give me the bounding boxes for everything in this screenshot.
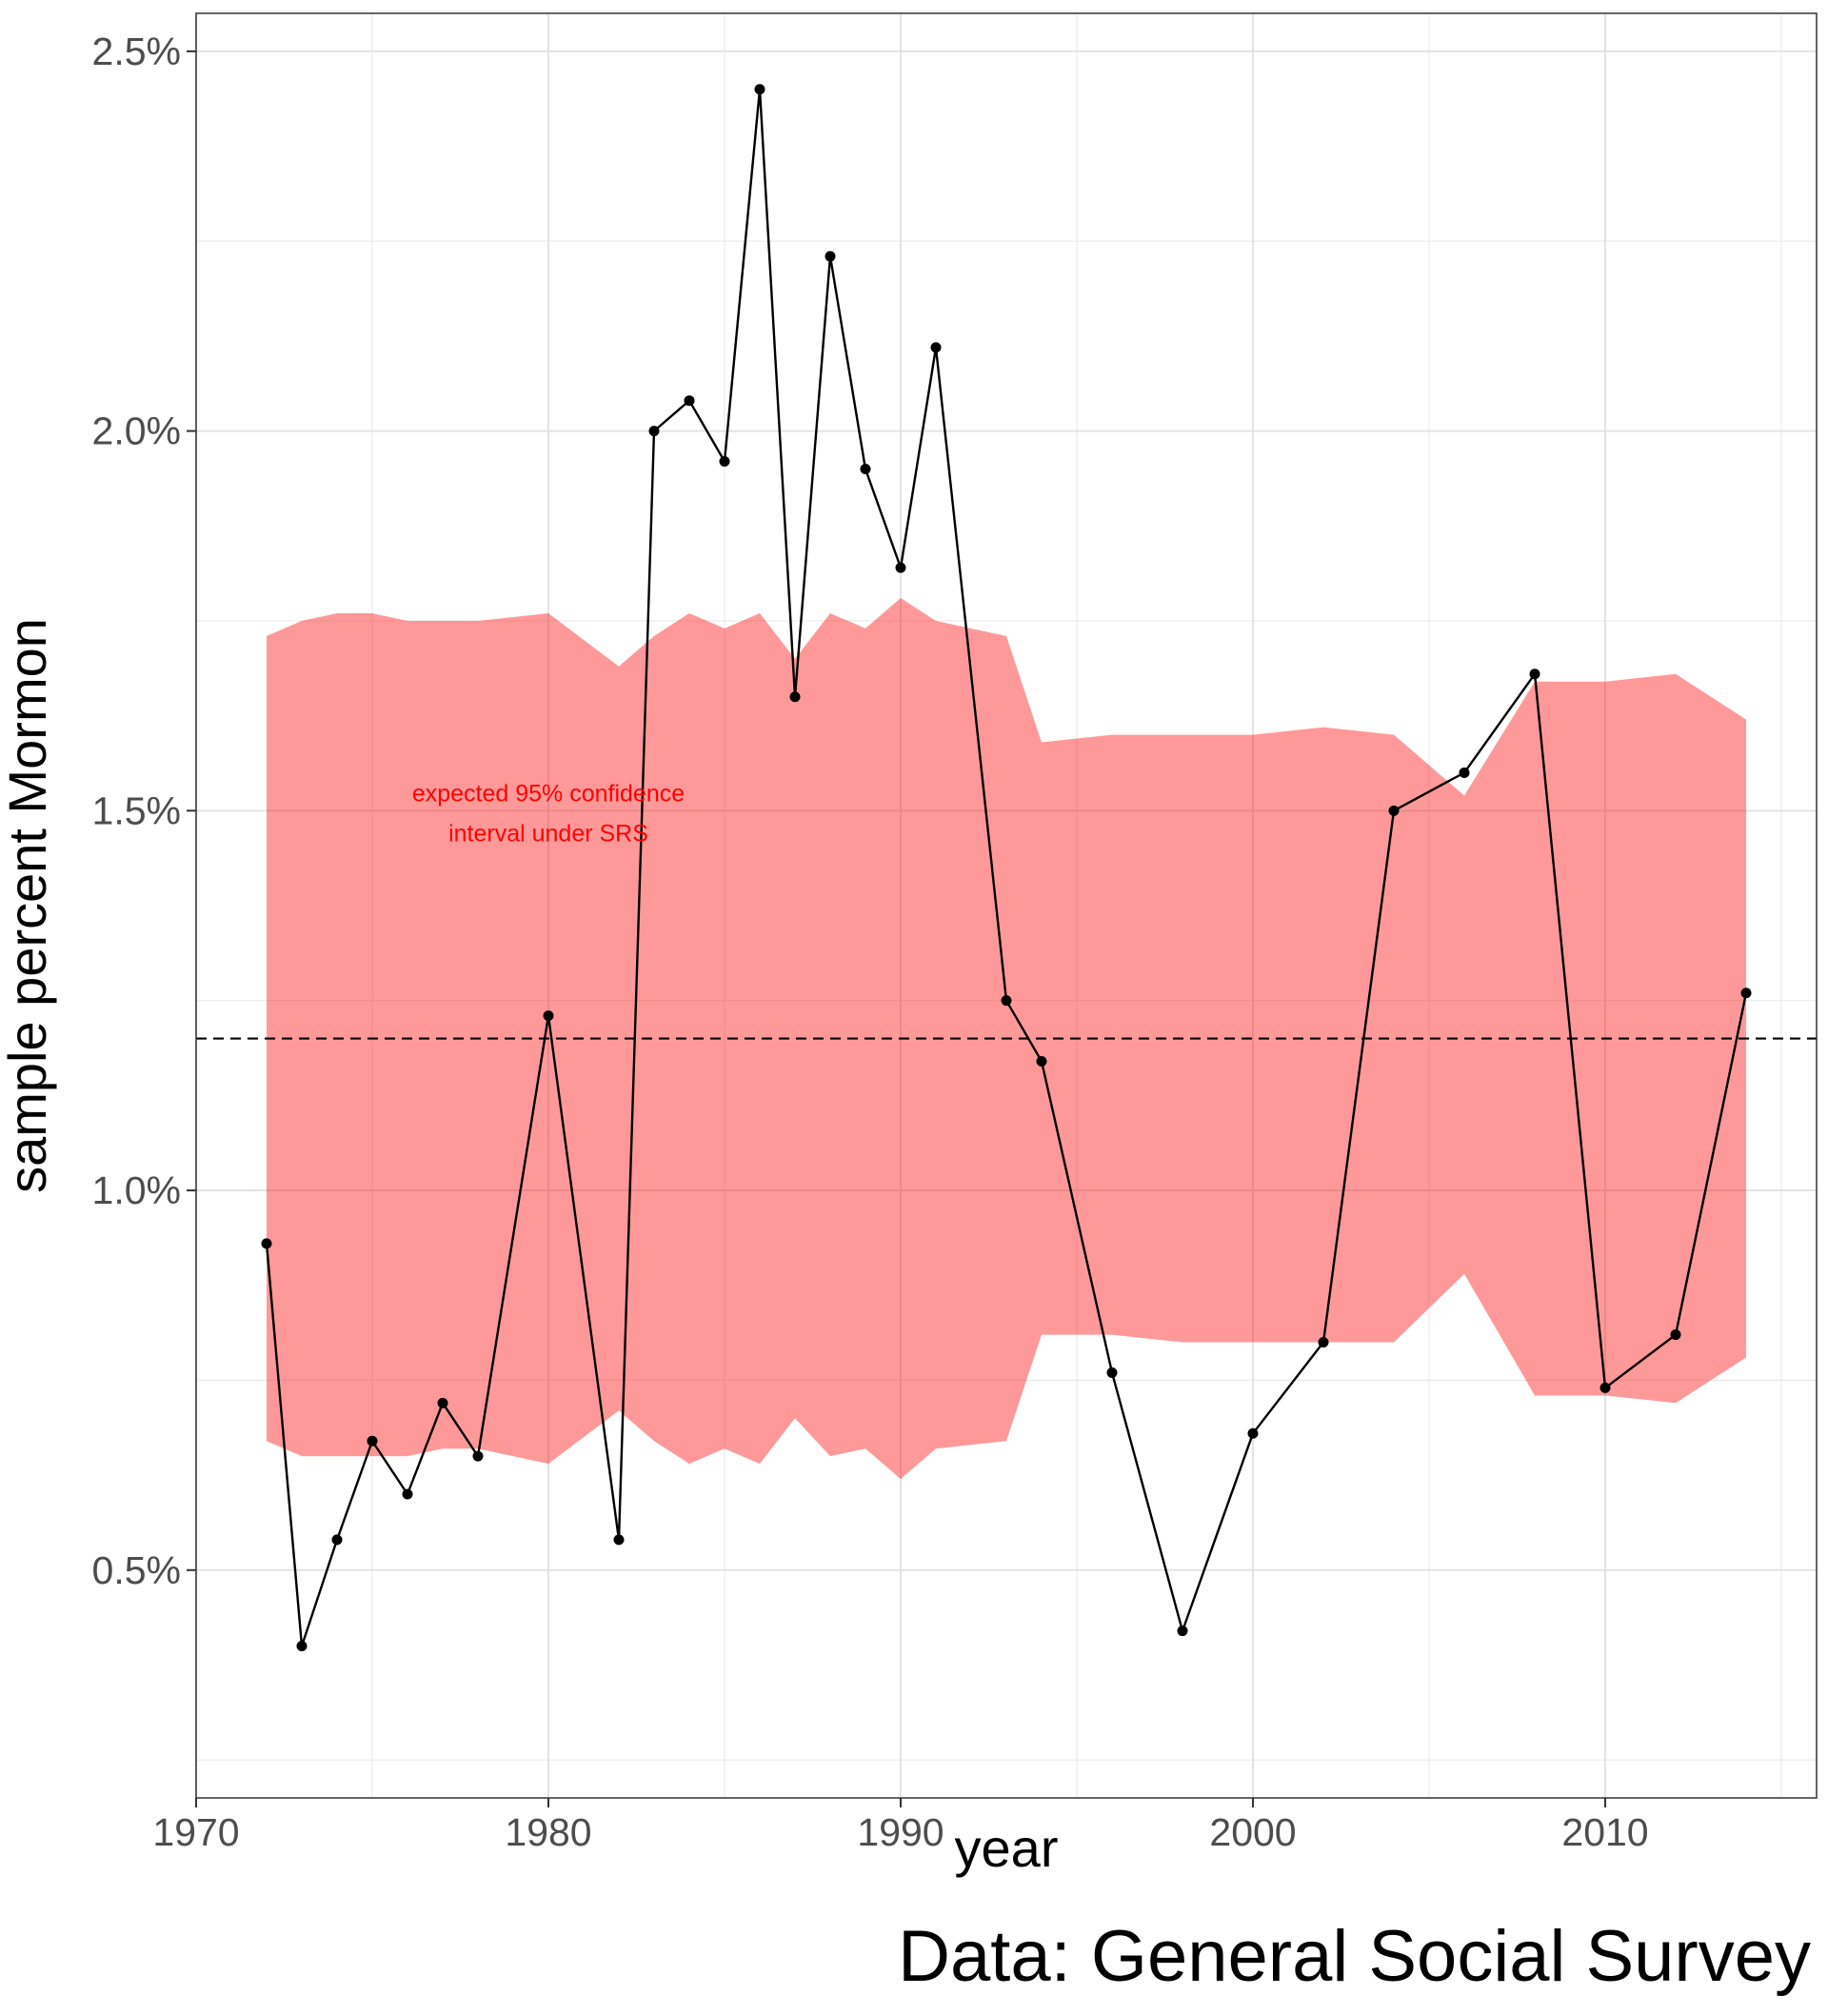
y-axis-labels: 0.5% 1.0% 1.5% 2.0% 2.5%	[92, 30, 181, 1592]
data-point	[1600, 1382, 1611, 1393]
x-tick-label: 2000	[1209, 1810, 1296, 1854]
data-point	[895, 562, 906, 573]
data-point	[684, 395, 695, 407]
data-point	[789, 691, 801, 703]
data-point	[754, 84, 765, 95]
y-tick-label: 2.0%	[92, 409, 181, 453]
data-point	[648, 426, 660, 437]
y-tick-label: 1.0%	[92, 1168, 181, 1212]
series-line	[265, 88, 1748, 1647]
data-point	[296, 1641, 308, 1652]
data-point	[1740, 988, 1752, 999]
plot-panel-border	[195, 12, 1818, 1799]
data-point	[825, 250, 836, 262]
x-axis-ticks	[195, 1798, 1606, 1807]
x-axis-labels: 1970 1980 1990 2000 2010	[152, 1810, 1648, 1854]
x-axis-title: year	[955, 1818, 1059, 1878]
y-axis-title: sample percent Mormon	[0, 618, 57, 1193]
chart-caption: Data: General Social Survey	[898, 1916, 1811, 1997]
data-point	[1001, 995, 1012, 1007]
data-point	[331, 1534, 343, 1546]
data-point	[472, 1450, 484, 1462]
data-point	[1670, 1329, 1681, 1341]
data-point	[1318, 1337, 1329, 1348]
data-point	[543, 1010, 554, 1022]
data-point	[367, 1435, 378, 1447]
y-tick-label: 1.5%	[92, 788, 181, 832]
x-tick-label: 1970	[152, 1810, 239, 1854]
data-point	[860, 463, 871, 474]
data-point	[402, 1488, 413, 1500]
x-tick-label: 2010	[1561, 1810, 1648, 1854]
y-tick-label: 0.5%	[92, 1548, 181, 1592]
data-point	[1106, 1367, 1118, 1378]
data-point	[613, 1534, 625, 1546]
x-tick-label: 1980	[505, 1810, 591, 1854]
y-axis-ticks	[187, 50, 196, 1571]
x-tick-label: 1990	[857, 1810, 944, 1854]
data-point	[1388, 805, 1400, 816]
data-point	[1036, 1055, 1047, 1067]
data-point	[1247, 1427, 1259, 1439]
data-point	[261, 1238, 272, 1249]
y-tick-label: 2.5%	[92, 30, 181, 73]
data-point	[1177, 1626, 1188, 1637]
series-points	[261, 84, 1752, 1652]
data-point	[930, 342, 942, 353]
data-point	[437, 1397, 448, 1408]
data-point	[1529, 669, 1540, 680]
data-point	[1459, 767, 1470, 778]
ribbon-annotation-line-1: expected 95% confidence	[412, 780, 685, 807]
plot-panel-background	[196, 13, 1817, 1798]
ribbon-annotation-line-2: interval under SRS	[448, 820, 648, 847]
data-point	[719, 455, 730, 467]
